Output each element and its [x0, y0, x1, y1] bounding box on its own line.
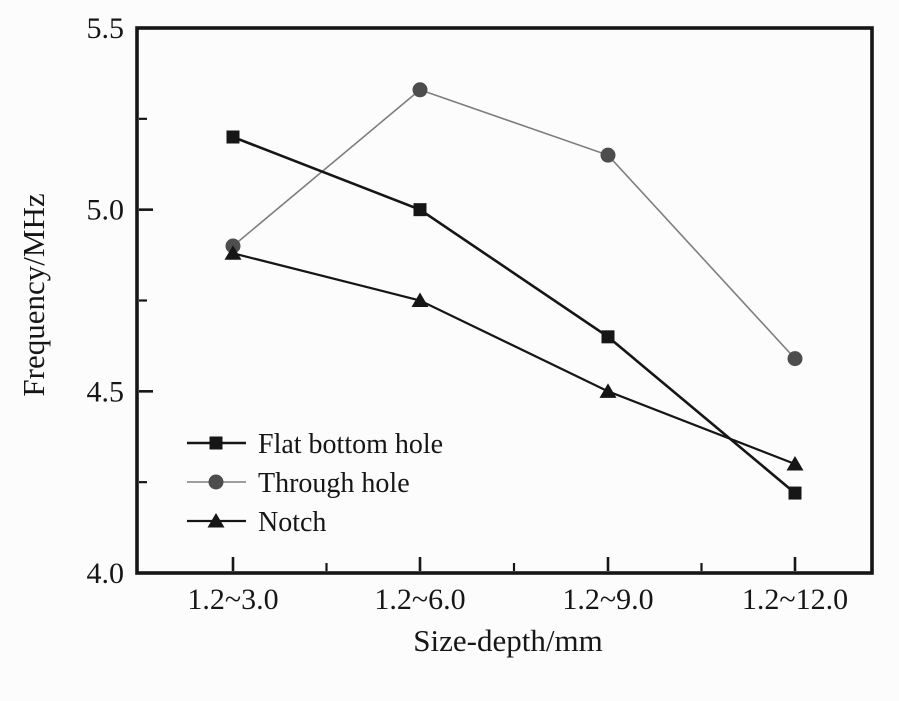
legend: Flat bottom hole Through hole Notch — [187, 429, 443, 538]
marker-triangle-notch — [224, 245, 242, 260]
series-markers-flat-bottom-hole — [226, 130, 802, 500]
marker-square-flat-bottom-hole — [601, 330, 615, 344]
marker-square-flat-bottom-hole — [413, 203, 427, 217]
series-line-through-hole — [232, 88, 796, 360]
y-tick-label: 5.5 — [87, 12, 125, 45]
plot-area: 4.0 4.5 5.0 5.5 1.2~3.0 1.2~6.0 1.2~9.0 1.2~12.… — [87, 12, 874, 616]
series-markers-through-hole — [225, 82, 803, 367]
legend-label-through-hole: Through hole — [258, 468, 410, 499]
legend-label-flat-bottom-hole: Flat bottom hole — [258, 429, 443, 460]
x-tick-label: 1.2~12.0 — [742, 583, 848, 616]
marker-circle-through-hole — [600, 147, 616, 163]
legend-item-through-hole: Through hole — [187, 468, 410, 499]
y-tick-label: 4.5 — [87, 375, 125, 408]
y-tick-label: 4.0 — [87, 557, 125, 590]
series-markers-notch — [224, 245, 804, 471]
series-line-flat-bottom-hole — [232, 135, 796, 495]
marker-triangle-notch — [786, 456, 804, 471]
marker-triangle-notch — [411, 292, 429, 307]
x-tick-label: 1.2~6.0 — [374, 583, 465, 616]
x-tick-label: 1.2~9.0 — [562, 583, 653, 616]
marker-circle-through-hole — [412, 82, 428, 98]
legend-item-notch: Notch — [187, 507, 326, 538]
marker-square-flat-bottom-hole — [788, 486, 802, 500]
legend-item-flat-bottom-hole: Flat bottom hole — [187, 429, 443, 460]
y-axis-label: Frequency/MHz — [16, 193, 51, 396]
marker-square-flat-bottom-hole — [226, 130, 240, 144]
legend-marker-through-hole — [208, 474, 224, 490]
legend-marker-flat-bottom-hole — [209, 436, 223, 450]
y-tick-label: 5.0 — [87, 194, 125, 227]
marker-circle-through-hole — [787, 351, 803, 367]
x-tick-label: 1.2~3.0 — [187, 583, 278, 616]
legend-label-notch: Notch — [258, 507, 326, 538]
plot-frame — [135, 26, 874, 575]
legend-marker-notch — [207, 513, 225, 528]
series-line-notch — [232, 252, 796, 466]
marker-triangle-notch — [599, 383, 617, 398]
x-axis-label: Size-depth/mm — [413, 623, 602, 658]
